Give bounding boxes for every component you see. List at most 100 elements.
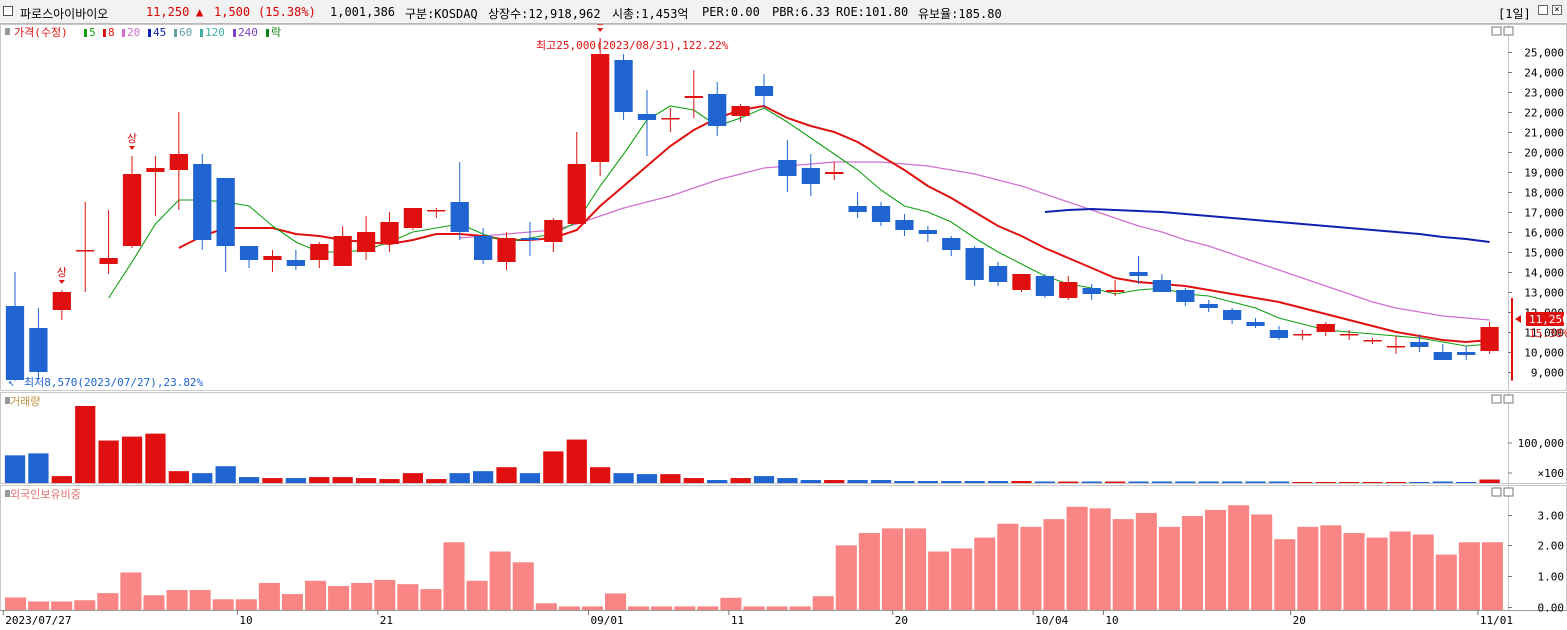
panel-maximize-icon[interactable] [1491, 394, 1502, 404]
chart-area[interactable]: 상상상 9,00010,00011,00012,00013,00014,0001… [0, 24, 1567, 630]
volume-bar [964, 481, 985, 483]
volume-bar [660, 474, 681, 483]
volume-bar [683, 478, 704, 483]
volume-bar [847, 480, 868, 483]
foreign-ytick-label: 2.00 [1538, 540, 1565, 553]
panel-close-icon[interactable] [1503, 26, 1514, 36]
x-tick-label: 11 [731, 614, 744, 627]
panel-maximize-icon[interactable] [1491, 487, 1502, 497]
candle-body [1480, 327, 1499, 351]
volume-bar [730, 478, 751, 483]
volume-bar [1409, 482, 1430, 483]
volume-bar [800, 480, 821, 483]
volume-bar [379, 479, 400, 483]
candle-body [1246, 322, 1265, 326]
candle-body [637, 114, 657, 120]
per-value: PER:0.00 [702, 5, 760, 19]
ma-legend-swatch [174, 29, 177, 37]
volume-bar [707, 480, 728, 483]
foreign-ownership-bar [997, 523, 1019, 610]
candle-body [1457, 352, 1476, 355]
volume-bar [1011, 481, 1032, 483]
foreign-ownership-bar [905, 528, 927, 610]
price-ytick-label: 18,000 [1524, 187, 1564, 200]
volume-bar [262, 478, 283, 483]
low-arrow-icon: ↖ [8, 376, 15, 389]
volume-bar [121, 436, 143, 483]
candle-body [193, 164, 212, 240]
price-ytick-label: 25,000 [1524, 47, 1564, 60]
ma-legend-swatch [122, 29, 125, 37]
legend-price-label: 가격(수정) [14, 26, 68, 39]
price-change-pct: (15.38%) [258, 5, 316, 19]
limit-up-arrow-icon [597, 28, 604, 32]
panel-maximize-icon[interactable] [1491, 26, 1502, 36]
foreign-ownership-bar [351, 582, 373, 610]
x-tick-label: 11/01 [1480, 614, 1513, 627]
foreign-ownership-bar [812, 596, 834, 610]
limit-up-arrow-icon [58, 280, 65, 284]
foreign-ownership-bar [766, 606, 788, 610]
last-price-tag [1526, 312, 1564, 326]
candle-body [76, 250, 95, 252]
header-bar: 파로스아이바이오 11,250 ▲ 1,500 (15.38%) 1,001,3… [0, 0, 1567, 24]
volume-bar [1058, 481, 1079, 483]
x-tick-label: 09/01 [590, 614, 623, 627]
candle-body [29, 328, 48, 372]
foreign-ownership-bar [1228, 505, 1250, 610]
foreign-ownership-bar [1458, 542, 1480, 610]
candle-body [684, 96, 703, 98]
candle-body [942, 238, 961, 250]
volume-bar [51, 476, 72, 483]
candle-body [1082, 288, 1101, 294]
foreign-ownership-bar [1435, 554, 1457, 610]
candle-body [52, 292, 71, 310]
close-icon[interactable]: × [1552, 5, 1562, 15]
stock-name[interactable]: 파로스아이바이오 [20, 7, 109, 21]
foreign-ownership-bar [305, 580, 327, 610]
candle-body [754, 86, 774, 96]
candle-body [591, 54, 610, 162]
candle-body [1222, 310, 1242, 320]
volume-bar [1362, 482, 1383, 483]
volume-bar [355, 478, 377, 483]
volume-bar [168, 471, 189, 483]
volume-panel-marker [5, 397, 10, 404]
volume-bar [1175, 481, 1196, 483]
panel-close-icon[interactable] [1503, 394, 1514, 404]
foreign-ownership-bar [743, 606, 765, 610]
current-price: 11,250 [146, 5, 190, 19]
price-ytick-label: 17,000 [1524, 207, 1564, 220]
candle-body [333, 236, 352, 266]
ma-legend-label: 락 [271, 26, 281, 39]
candle-body [661, 118, 680, 120]
foreign-ownership-bar [697, 606, 719, 610]
period-selector[interactable]: [1일] [1498, 7, 1531, 21]
volume-bar [636, 474, 658, 483]
foreign-ownership-bar [535, 603, 557, 610]
volume-bar [777, 478, 798, 483]
panel-close-icon[interactable] [1503, 487, 1514, 497]
x-tick-label: 21 [380, 614, 393, 627]
volume-bar [426, 479, 447, 483]
candle-body [1340, 334, 1359, 336]
volume-bar [613, 473, 634, 483]
volume-bar [1104, 481, 1126, 483]
candle-body [1035, 276, 1055, 296]
foreign-ownership-bar [397, 584, 419, 610]
price-ytick-label: 10,000 [1524, 347, 1564, 360]
foreign-ownership-bar [974, 537, 996, 610]
candle-body [778, 160, 797, 176]
limit-up-arrow-icon [129, 146, 136, 150]
candle-body [263, 256, 282, 260]
price-ytick-label: 14,000 [1524, 267, 1564, 280]
maximize-icon[interactable] [1538, 5, 1548, 15]
volume: 1,001,386 [330, 5, 396, 19]
foreign-ownership-bar [443, 542, 465, 610]
candle-body [310, 244, 329, 260]
foreign-ownership-bar [1251, 514, 1273, 610]
price-ytick-label: 11,000 [1524, 327, 1564, 340]
volume-bar [1198, 481, 1219, 483]
stock-select-checkbox[interactable] [3, 6, 13, 16]
